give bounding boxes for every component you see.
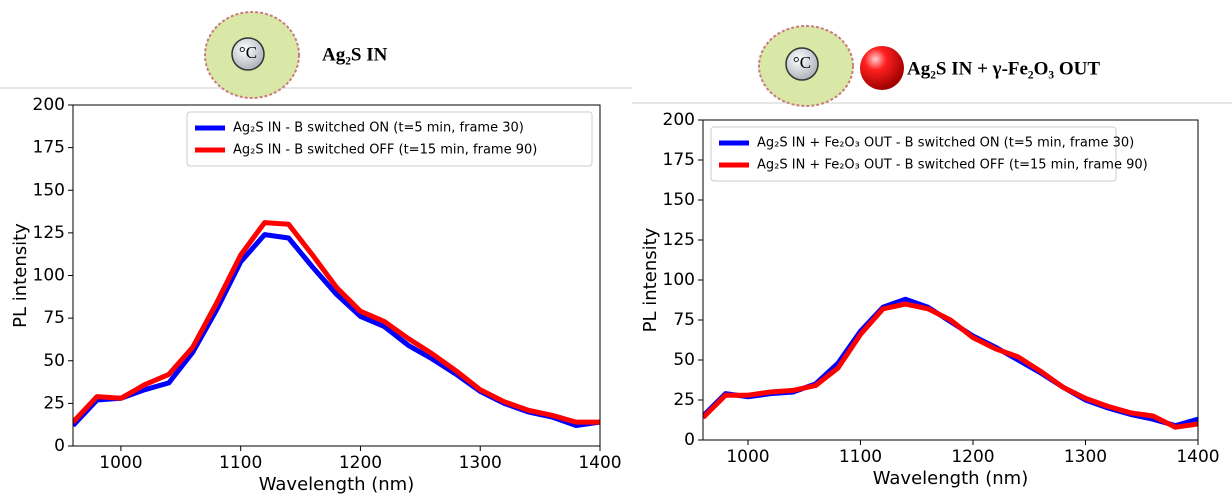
chart-title: Ag₂S IN [322, 44, 388, 65]
plot-frame [72, 104, 601, 447]
cell-icon: °C [204, 11, 300, 99]
y-tick-label: 200 [33, 95, 65, 115]
series-line [703, 301, 1198, 430]
chart-title: Ag₂S IN + γ-Fe₂O₃ OUT [907, 58, 1100, 79]
y-tick-label: 125 [33, 223, 65, 243]
legend-box [186, 111, 593, 167]
legend-label: Ag₂S IN - B switched ON (t=5 min, frame … [233, 121, 524, 136]
legend-label: Ag₂S IN - B switched OFF (t=15 min, fram… [233, 143, 537, 158]
y-tick-label: 150 [663, 190, 695, 210]
y-tick-label: 25 [43, 393, 65, 413]
x-tick-label: 1100 [839, 447, 882, 467]
x-tick-label: 1200 [339, 453, 382, 473]
icon-label: °C [239, 43, 257, 62]
y-tick-label: 75 [43, 308, 65, 328]
y-tick-label: 200 [663, 110, 695, 130]
plot-area [73, 220, 600, 428]
y-tick-label: 175 [663, 150, 695, 170]
y-tick-label: 125 [663, 230, 695, 250]
cell-icon: °C [758, 25, 904, 107]
y-tick-label: 150 [33, 180, 65, 200]
legend-box [710, 126, 1117, 182]
x-tick-label: 1200 [951, 447, 994, 467]
legend-label: Ag₂S IN + Fe₂O₃ OUT - B switched ON (t=5… [757, 136, 1134, 151]
y-tick-label: 75 [673, 310, 695, 330]
x-tick-label: 1300 [1064, 447, 1107, 467]
nanoparticle [860, 46, 904, 90]
x-axis-label: Wavelength (nm) [873, 468, 1029, 489]
series-line [73, 220, 600, 425]
x-axis-label: Wavelength (nm) [259, 474, 415, 495]
y-tick-label: 175 [33, 138, 65, 158]
y-tick-label: 100 [33, 266, 65, 286]
x-tick-label: 1300 [459, 453, 502, 473]
x-tick-label: 1100 [219, 453, 262, 473]
y-axis-label: PL intensity [640, 227, 661, 332]
plot-area [703, 296, 1198, 430]
plot-frame [702, 119, 1199, 441]
y-tick-label: 0 [684, 430, 695, 450]
x-tick-label: 1400 [1176, 447, 1219, 467]
legend-label: Ag₂S IN + Fe₂O₃ OUT - B switched OFF (t=… [757, 158, 1148, 173]
y-tick-label: 50 [673, 350, 695, 370]
series-line [73, 232, 600, 428]
y-tick-label: 100 [663, 270, 695, 290]
y-axis-label: PL intensity [10, 223, 31, 328]
y-tick-label: 0 [54, 436, 65, 456]
y-tick-label: 50 [43, 351, 65, 371]
y-tick-label: 25 [673, 390, 695, 410]
x-tick-label: 1400 [578, 453, 621, 473]
x-tick-label: 1000 [99, 453, 142, 473]
x-tick-label: 1000 [726, 447, 769, 467]
icon-label: °C [793, 53, 811, 72]
